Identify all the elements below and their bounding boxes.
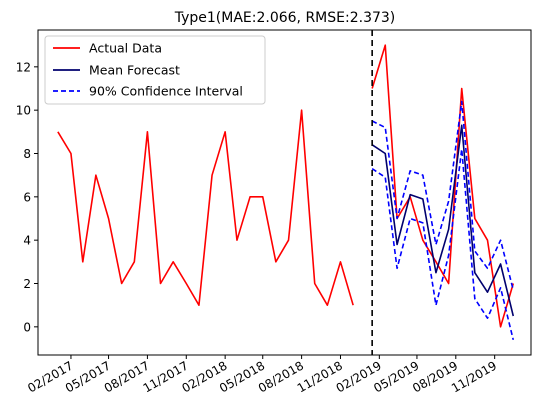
y-tick-label: 2 <box>23 277 31 291</box>
x-axis: 02/201705/201708/201711/201702/201805/20… <box>25 355 499 396</box>
legend-label-actual: Actual Data <box>89 41 162 56</box>
y-tick-label: 6 <box>23 190 31 204</box>
y-tick-label: 4 <box>23 234 31 248</box>
chart-title: Type1(MAE:2.066, RMSE:2.373) <box>174 10 396 26</box>
plot-area <box>57 30 515 355</box>
y-tick-label: 12 <box>16 60 31 74</box>
legend: Actual Data Mean Forecast 90% Confidence… <box>44 35 266 105</box>
series-line-90-confidence-interval-3 <box>371 100 515 291</box>
series-line-90-confidence-interval-4 <box>371 148 515 341</box>
legend-box <box>44 35 266 105</box>
series-line-mean-forecast-2 <box>371 124 515 317</box>
legend-label-ci: 90% Confidence Interval <box>89 84 243 99</box>
legend-label-mean: Mean Forecast <box>89 63 180 78</box>
series-line-actual-data-0 <box>57 109 354 306</box>
y-tick-label: 8 <box>23 147 31 161</box>
y-axis: 0 2 4 6 8 10 12 <box>16 60 38 334</box>
axes-frame <box>37 29 532 356</box>
y-tick-label: 0 <box>23 320 31 334</box>
series-line-actual-data-1 <box>371 44 515 328</box>
y-tick-label: 10 <box>16 104 31 118</box>
